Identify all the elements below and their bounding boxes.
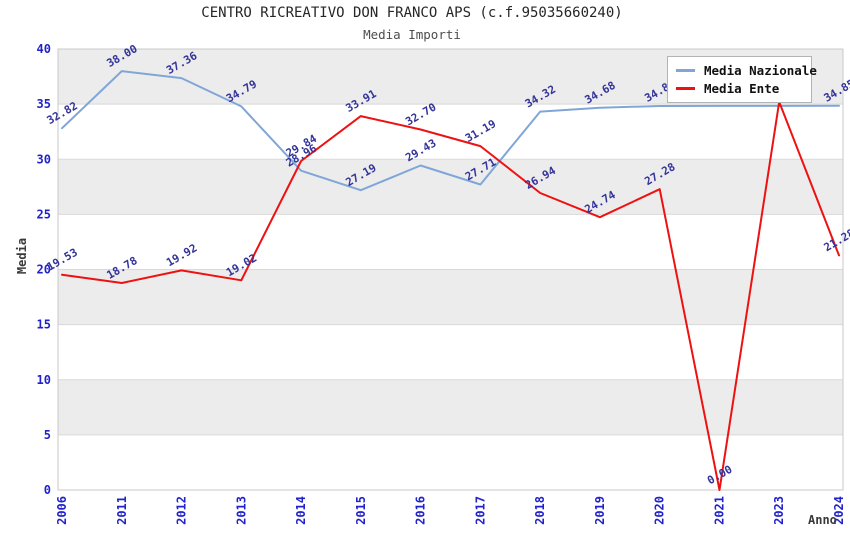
grid-band bbox=[58, 159, 843, 215]
x-tick-label: 2015 bbox=[354, 496, 368, 525]
legend-item-media-ente: Media Ente bbox=[676, 81, 803, 96]
x-tick-label: 2012 bbox=[175, 496, 189, 525]
legend-label-nazionale: Media Nazionale bbox=[704, 62, 817, 78]
x-tick-label: 2024 bbox=[832, 496, 846, 525]
series-line-media-nazionale bbox=[61, 70, 840, 192]
line-swatch-ente-icon bbox=[676, 87, 695, 91]
y-tick-label: 10 bbox=[37, 373, 51, 387]
chart-subtitle: Media Importi bbox=[363, 27, 461, 42]
x-tick-label: 2023 bbox=[772, 496, 786, 525]
x-tick-label: 2006 bbox=[55, 496, 69, 525]
x-tick-label: 2013 bbox=[234, 496, 248, 525]
x-tick-label: 2017 bbox=[473, 496, 487, 525]
y-tick-label: 0 bbox=[44, 483, 51, 497]
x-tick-label: 2019 bbox=[593, 496, 607, 525]
y-tick-label: 40 bbox=[37, 42, 51, 56]
x-tick-label: 2021 bbox=[712, 496, 726, 525]
legend: Media Nazionale Media Ente bbox=[667, 56, 817, 103]
line-swatch-nazionale-icon bbox=[676, 68, 695, 72]
x-tick-label: 2016 bbox=[414, 496, 428, 525]
x-tick-label: 2014 bbox=[294, 496, 308, 525]
x-tick-label: 2011 bbox=[115, 496, 129, 525]
y-tick-label: 20 bbox=[37, 263, 51, 277]
series-line-media-ente bbox=[61, 100, 840, 491]
y-axis-title: Media bbox=[15, 237, 29, 275]
plot-border bbox=[57, 48, 844, 491]
grid-band bbox=[58, 379, 843, 435]
y-tick-label: 25 bbox=[37, 207, 51, 221]
y-tick-label: 30 bbox=[37, 152, 51, 166]
grid-band bbox=[58, 269, 843, 325]
y-tick-label: 35 bbox=[37, 97, 51, 111]
x-tick-label: 2020 bbox=[653, 496, 667, 525]
y-tick-label: 5 bbox=[44, 428, 51, 442]
legend-label-ente: Media Ente bbox=[704, 81, 780, 97]
chart-title: CENTRO RICREATIVO DON FRANCO APS (c.f.95… bbox=[201, 5, 623, 21]
x-axis-title: Anno bbox=[808, 513, 837, 527]
y-tick-label: 15 bbox=[37, 318, 51, 332]
legend-item-media-nazionale: Media Nazionale bbox=[676, 63, 817, 78]
x-tick-label: 2018 bbox=[533, 496, 547, 525]
